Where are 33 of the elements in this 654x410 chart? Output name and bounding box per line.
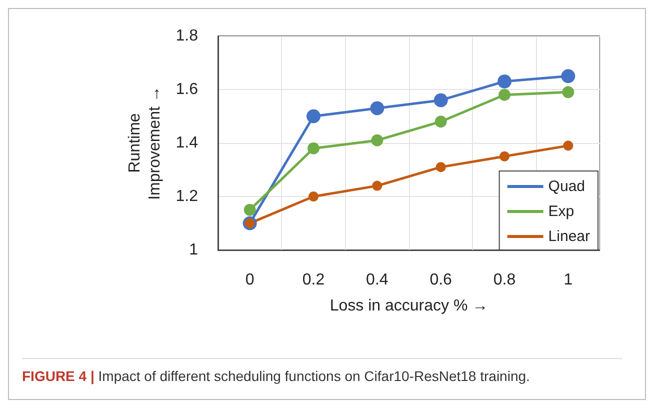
point [306,109,320,124]
point [371,134,384,146]
x-tick-label: 1 [564,272,573,288]
point [500,151,510,162]
x-axis-title: Loss in accuracy % → [330,298,488,314]
legend-label: Exp [548,203,574,220]
legend-label: Linear [548,228,590,245]
y-tick-label: 1 [189,242,198,258]
x-tick-label: 0.4 [366,272,388,288]
caption: FIGURE 4 | Impact of different scheduling functions on Cifar10-ResNet18 training. [22,367,531,386]
x-tick-label: 0 [245,272,254,288]
point [498,74,512,88]
point [434,93,448,108]
point [372,180,382,191]
point [370,101,384,116]
x-tick-label: 0.8 [493,272,516,288]
point [563,140,574,151]
x-tick-label: 0.6 [430,272,452,288]
point [308,192,318,202]
point [561,69,576,84]
y-tick-label: 1.2 [176,188,198,205]
point [434,116,447,128]
y-axis-title: Runtime Improvement → [126,86,164,200]
y-tick-label: 1.8 [176,28,198,44]
x-tick-label: 0.2 [302,272,325,288]
y-tick-label: 1.4 [176,134,198,152]
point [436,162,446,172]
point [308,142,320,154]
legend-label: Quad [548,178,586,195]
point [498,88,510,101]
y-tick-label: 1.6 [176,81,198,98]
point [244,204,256,216]
point [562,86,574,98]
